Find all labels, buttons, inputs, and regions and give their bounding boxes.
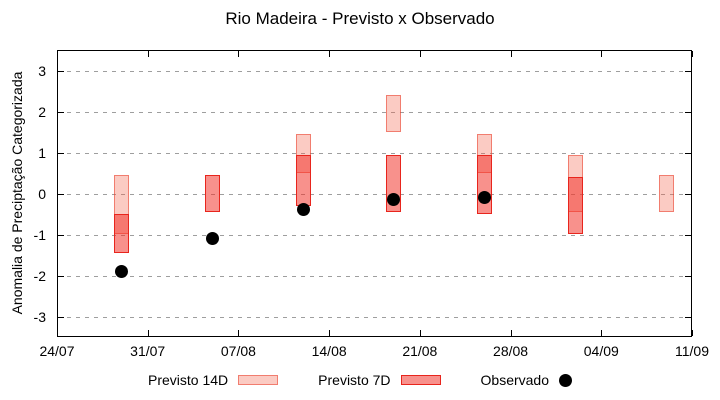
x-tick-label: 07/08 [220, 343, 256, 359]
legend-observado-dot-icon [559, 373, 572, 387]
previsto-14d-bar [386, 95, 402, 132]
observado-point [115, 264, 129, 278]
x-tick-label: 28/08 [493, 343, 529, 359]
chart-title: Rio Madeira - Previsto x Observado [225, 9, 495, 28]
x-tick-bottom [57, 330, 58, 336]
observado-point [296, 203, 310, 217]
x-tick-label: 31/07 [130, 343, 166, 359]
y-tick-right [685, 70, 691, 72]
y-tick-right [685, 111, 691, 113]
x-tick-bottom [329, 330, 331, 336]
legend-label-previsto-14d: Previsto 14D [148, 372, 229, 388]
previsto-7d-bar [114, 214, 130, 253]
previsto-7d-bar [205, 175, 220, 212]
y-tick-label: 3 [38, 62, 46, 79]
y-tick-left [58, 193, 64, 195]
observado-point [387, 193, 401, 207]
y-tick-left [58, 111, 64, 113]
x-tick-bottom [510, 330, 512, 336]
x-tick-bottom [147, 330, 149, 336]
y-tick-right [685, 234, 691, 236]
x-tick-label: 14/08 [311, 343, 347, 359]
y-tick-label: -3 [33, 308, 46, 325]
y-gridline [58, 316, 691, 318]
y-tick-label: 2 [38, 103, 46, 120]
x-tick-top [692, 51, 693, 57]
y-tick-label: 0 [38, 185, 46, 202]
x-tick-label: 21/08 [402, 343, 438, 359]
y-gridline [58, 193, 691, 195]
observado-point [206, 232, 219, 246]
observado-point [478, 191, 492, 205]
y-gridline [58, 234, 691, 236]
x-tick-top [57, 51, 58, 57]
y-tick-right [685, 275, 691, 277]
x-tick-top [238, 51, 240, 57]
previsto-7d-bar [477, 154, 493, 214]
x-tick-top [329, 51, 331, 57]
y-tick-left [58, 275, 64, 277]
legend-swatch-previsto-14d [238, 375, 279, 385]
x-tick-top [419, 51, 421, 57]
y-gridline [58, 152, 691, 154]
y-gridline [58, 70, 691, 72]
x-tick-bottom [601, 330, 603, 336]
y-tick-right [685, 152, 691, 154]
x-tick-label: 24/07 [39, 343, 75, 359]
previsto-7d-bar [567, 177, 583, 235]
legend-label-previsto-7d: Previsto 7D [318, 372, 391, 388]
x-tick-bottom [238, 330, 240, 336]
y-tick-right [685, 193, 691, 195]
x-tick-top [601, 51, 603, 57]
plot-area [57, 50, 692, 337]
y-gridline [58, 111, 691, 113]
previsto-7d-bar [295, 154, 311, 206]
y-tick-left [58, 316, 64, 318]
x-tick-bottom [692, 330, 693, 336]
x-tick-top [147, 51, 149, 57]
legend-label-observado: Observado [480, 372, 549, 388]
legend-item-previsto-14d: Previsto 14D [148, 372, 279, 388]
y-tick-left [58, 152, 64, 154]
legend-item-observado: Observado [481, 372, 572, 388]
x-tick-label: 11/09 [675, 343, 709, 359]
legend: Previsto 14D Previsto 7D Observado [0, 369, 720, 391]
x-tick-top [510, 51, 512, 57]
x-tick-label: 04/09 [583, 343, 619, 359]
y-gridline [58, 275, 691, 277]
y-tick-label: 1 [38, 144, 46, 161]
y-tick-left [58, 70, 64, 72]
previsto-14d-bar [658, 175, 674, 212]
y-tick-label: -2 [33, 267, 46, 284]
legend-swatch-previsto-7d [400, 375, 441, 385]
x-tick-bottom [419, 330, 421, 336]
y-tick-left [58, 234, 64, 236]
legend-item-previsto-7d: Previsto 7D [318, 372, 441, 388]
y-tick-right [685, 316, 691, 318]
y-tick-label: -1 [33, 226, 46, 243]
